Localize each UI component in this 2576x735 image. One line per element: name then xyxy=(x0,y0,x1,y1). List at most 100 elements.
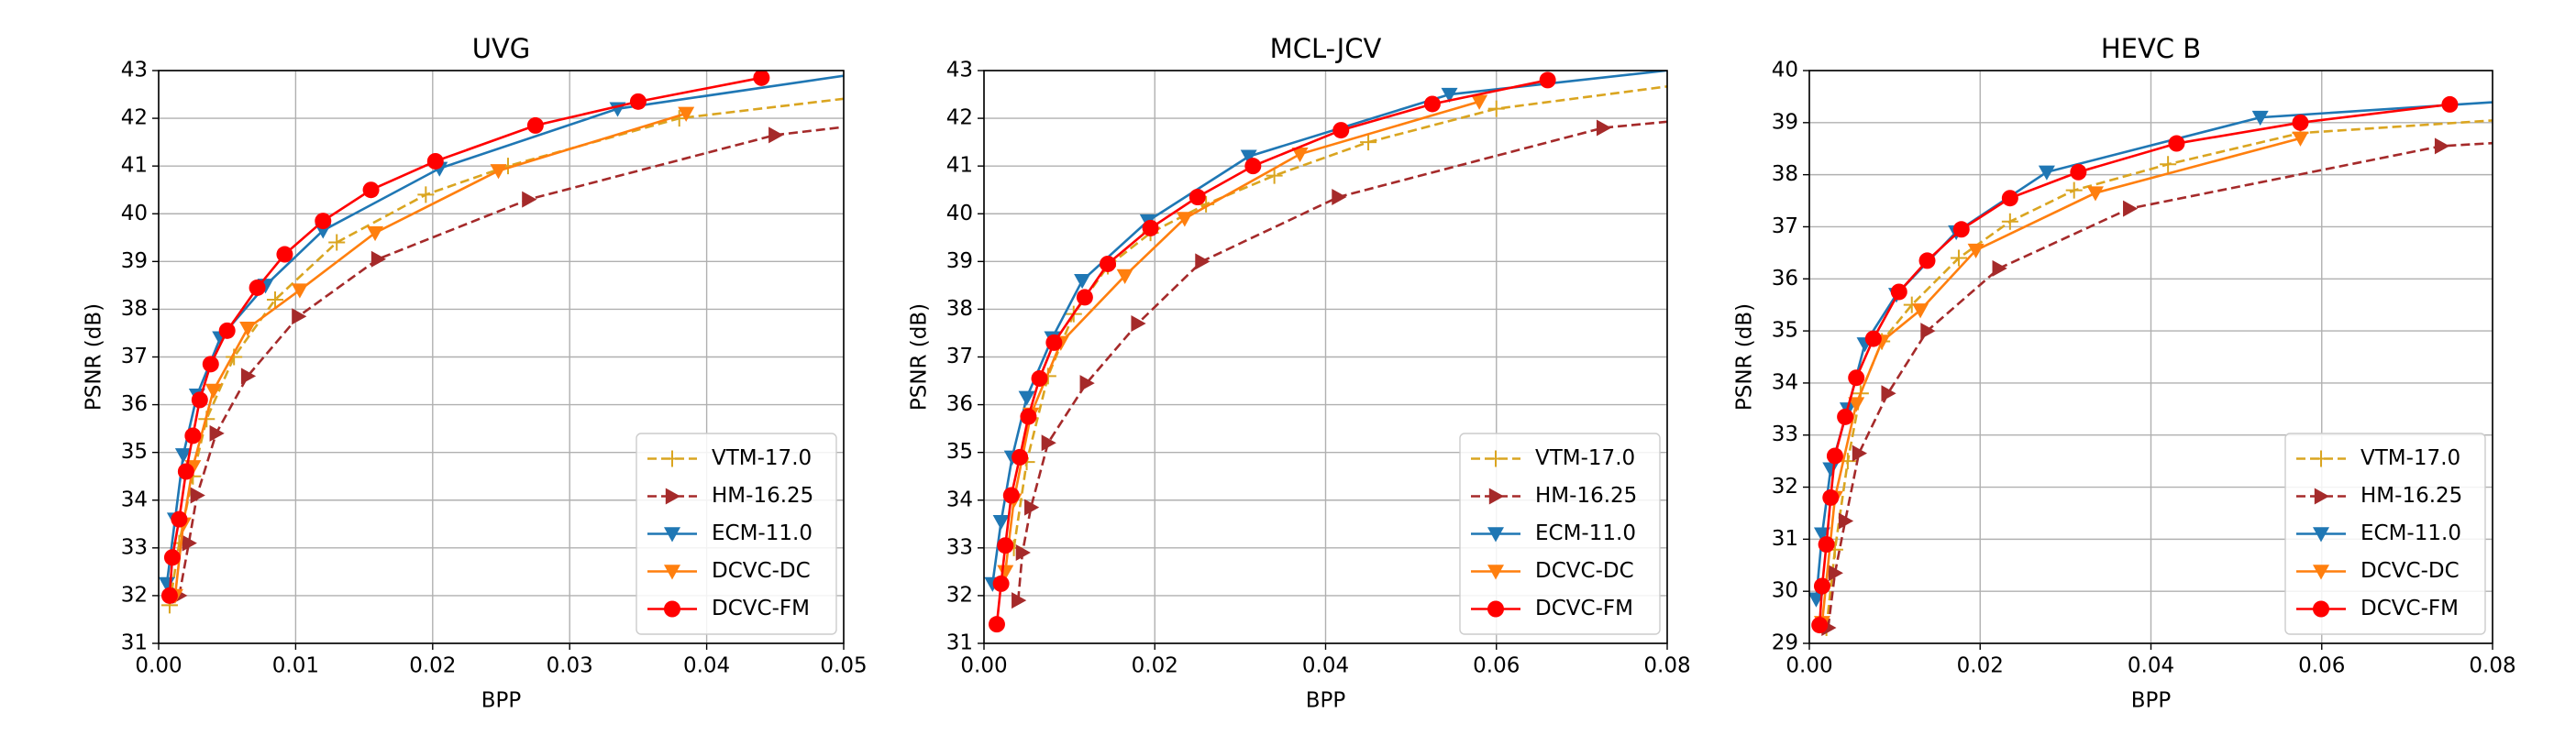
y-tick-label: 38 xyxy=(1772,162,1798,186)
y-axis-label: PSNR (dB) xyxy=(83,303,106,411)
series-line xyxy=(1825,119,2493,629)
marker xyxy=(2441,95,2459,113)
y-tick-label: 37 xyxy=(946,345,973,368)
plot-area xyxy=(1809,95,2493,636)
y-tick-label: 40 xyxy=(121,202,148,225)
series-line xyxy=(168,97,844,606)
marker xyxy=(1031,369,1048,387)
series-line xyxy=(173,112,687,597)
marker xyxy=(1291,147,1309,163)
marker xyxy=(1015,544,1031,562)
y-tick-label: 35 xyxy=(121,440,148,464)
y-tick-label: 41 xyxy=(121,154,148,178)
series-line xyxy=(1820,137,2301,623)
legend-marker xyxy=(1487,450,1504,467)
x-tick-label: 0.02 xyxy=(409,654,456,678)
marker xyxy=(1079,375,1095,392)
x-tick-label: 0.00 xyxy=(960,654,1007,678)
y-tick-label: 36 xyxy=(946,392,973,416)
marker xyxy=(997,565,1014,580)
x-tick-label: 0.03 xyxy=(547,654,593,678)
marker xyxy=(1441,87,1458,104)
marker xyxy=(1195,253,1211,270)
plot-area xyxy=(159,71,844,614)
plot-frame xyxy=(1808,70,2493,644)
legend-label: HM-16.25 xyxy=(712,484,813,508)
marker xyxy=(1822,488,1840,506)
marker xyxy=(1822,462,1840,477)
marker xyxy=(1838,512,1854,530)
legend-marker xyxy=(1487,565,1504,580)
legend-marker xyxy=(2313,527,2329,543)
marker xyxy=(1890,283,1907,301)
marker xyxy=(1471,94,1488,110)
y-tick-label: 29 xyxy=(1772,631,1798,655)
marker xyxy=(1852,444,1868,462)
marker xyxy=(992,514,1010,531)
marker xyxy=(1131,315,1146,333)
y-tick-label: 33 xyxy=(946,535,973,559)
series-line xyxy=(1818,103,2450,626)
marker xyxy=(1596,119,1612,137)
marker xyxy=(2168,135,2185,152)
legend-label: VTM-17.0 xyxy=(1535,446,1635,470)
marker xyxy=(2434,137,2450,155)
x-tick-label: 0.04 xyxy=(1302,654,1349,678)
marker xyxy=(1828,565,1843,582)
y-tick-label: 39 xyxy=(946,249,973,273)
marker xyxy=(191,391,208,409)
marker xyxy=(1012,592,1027,609)
marker xyxy=(1188,189,1206,206)
legend-label: DCVC-FM xyxy=(712,597,810,620)
marker xyxy=(2292,131,2309,147)
chart-title: MCL-JCV xyxy=(1270,33,1382,64)
legend-marker xyxy=(1487,600,1504,618)
legend-marker xyxy=(664,600,680,618)
x-axis-label: BPP xyxy=(1306,689,1346,713)
legend-marker xyxy=(1488,488,1504,505)
legend-marker xyxy=(2313,450,2329,467)
legend: VTM-17.0 HM-16.25 ECM-11.0 DCVC-DC DCVC-FM xyxy=(2284,433,2486,635)
legend-label: ECM-11.0 xyxy=(1535,521,1636,545)
marker xyxy=(1100,255,1117,272)
legend-label: ECM-11.0 xyxy=(712,521,813,545)
marker xyxy=(240,368,257,385)
y-tick-label: 37 xyxy=(1772,214,1798,238)
marker xyxy=(1813,527,1830,543)
legend-label: HM-16.25 xyxy=(2360,484,2462,508)
marker xyxy=(1024,499,1040,516)
x-tick-label: 0.06 xyxy=(1473,654,1520,678)
x-axis-label: BPP xyxy=(481,689,522,713)
marker xyxy=(1020,408,1037,425)
marker xyxy=(1423,95,1441,113)
y-tick-label: 34 xyxy=(121,488,148,511)
x-tick-label: 0.06 xyxy=(2298,654,2345,678)
y-axis-label: PSNR (dB) xyxy=(1733,303,1757,411)
marker xyxy=(315,213,332,230)
y-tick-label: 36 xyxy=(121,392,148,416)
marker xyxy=(1045,334,1063,351)
y-tick-label: 33 xyxy=(121,535,148,559)
x-tick-label: 0.04 xyxy=(2128,654,2174,678)
marker xyxy=(1950,249,1967,267)
series-line xyxy=(1012,85,1667,549)
y-tick-label: 31 xyxy=(1772,527,1798,551)
marker xyxy=(190,487,205,504)
y-tick-label: 42 xyxy=(946,106,973,130)
y-tick-label: 32 xyxy=(121,583,148,607)
chart-title: HEVC B xyxy=(2101,33,2201,64)
y-tick-label: 35 xyxy=(946,440,973,464)
marker xyxy=(2065,181,2083,199)
series-line xyxy=(1827,141,2493,629)
marker xyxy=(1018,390,1035,406)
marker xyxy=(1920,323,1936,340)
legend-label: DCVC-DC xyxy=(2360,559,2460,583)
marker xyxy=(1074,273,1091,290)
marker xyxy=(997,537,1014,554)
legend-label: ECM-11.0 xyxy=(2360,521,2461,545)
marker xyxy=(1881,385,1896,402)
y-tick-label: 38 xyxy=(946,297,973,321)
series-line xyxy=(1016,120,1667,601)
marker xyxy=(753,71,770,86)
y-tick-label: 41 xyxy=(946,154,973,178)
